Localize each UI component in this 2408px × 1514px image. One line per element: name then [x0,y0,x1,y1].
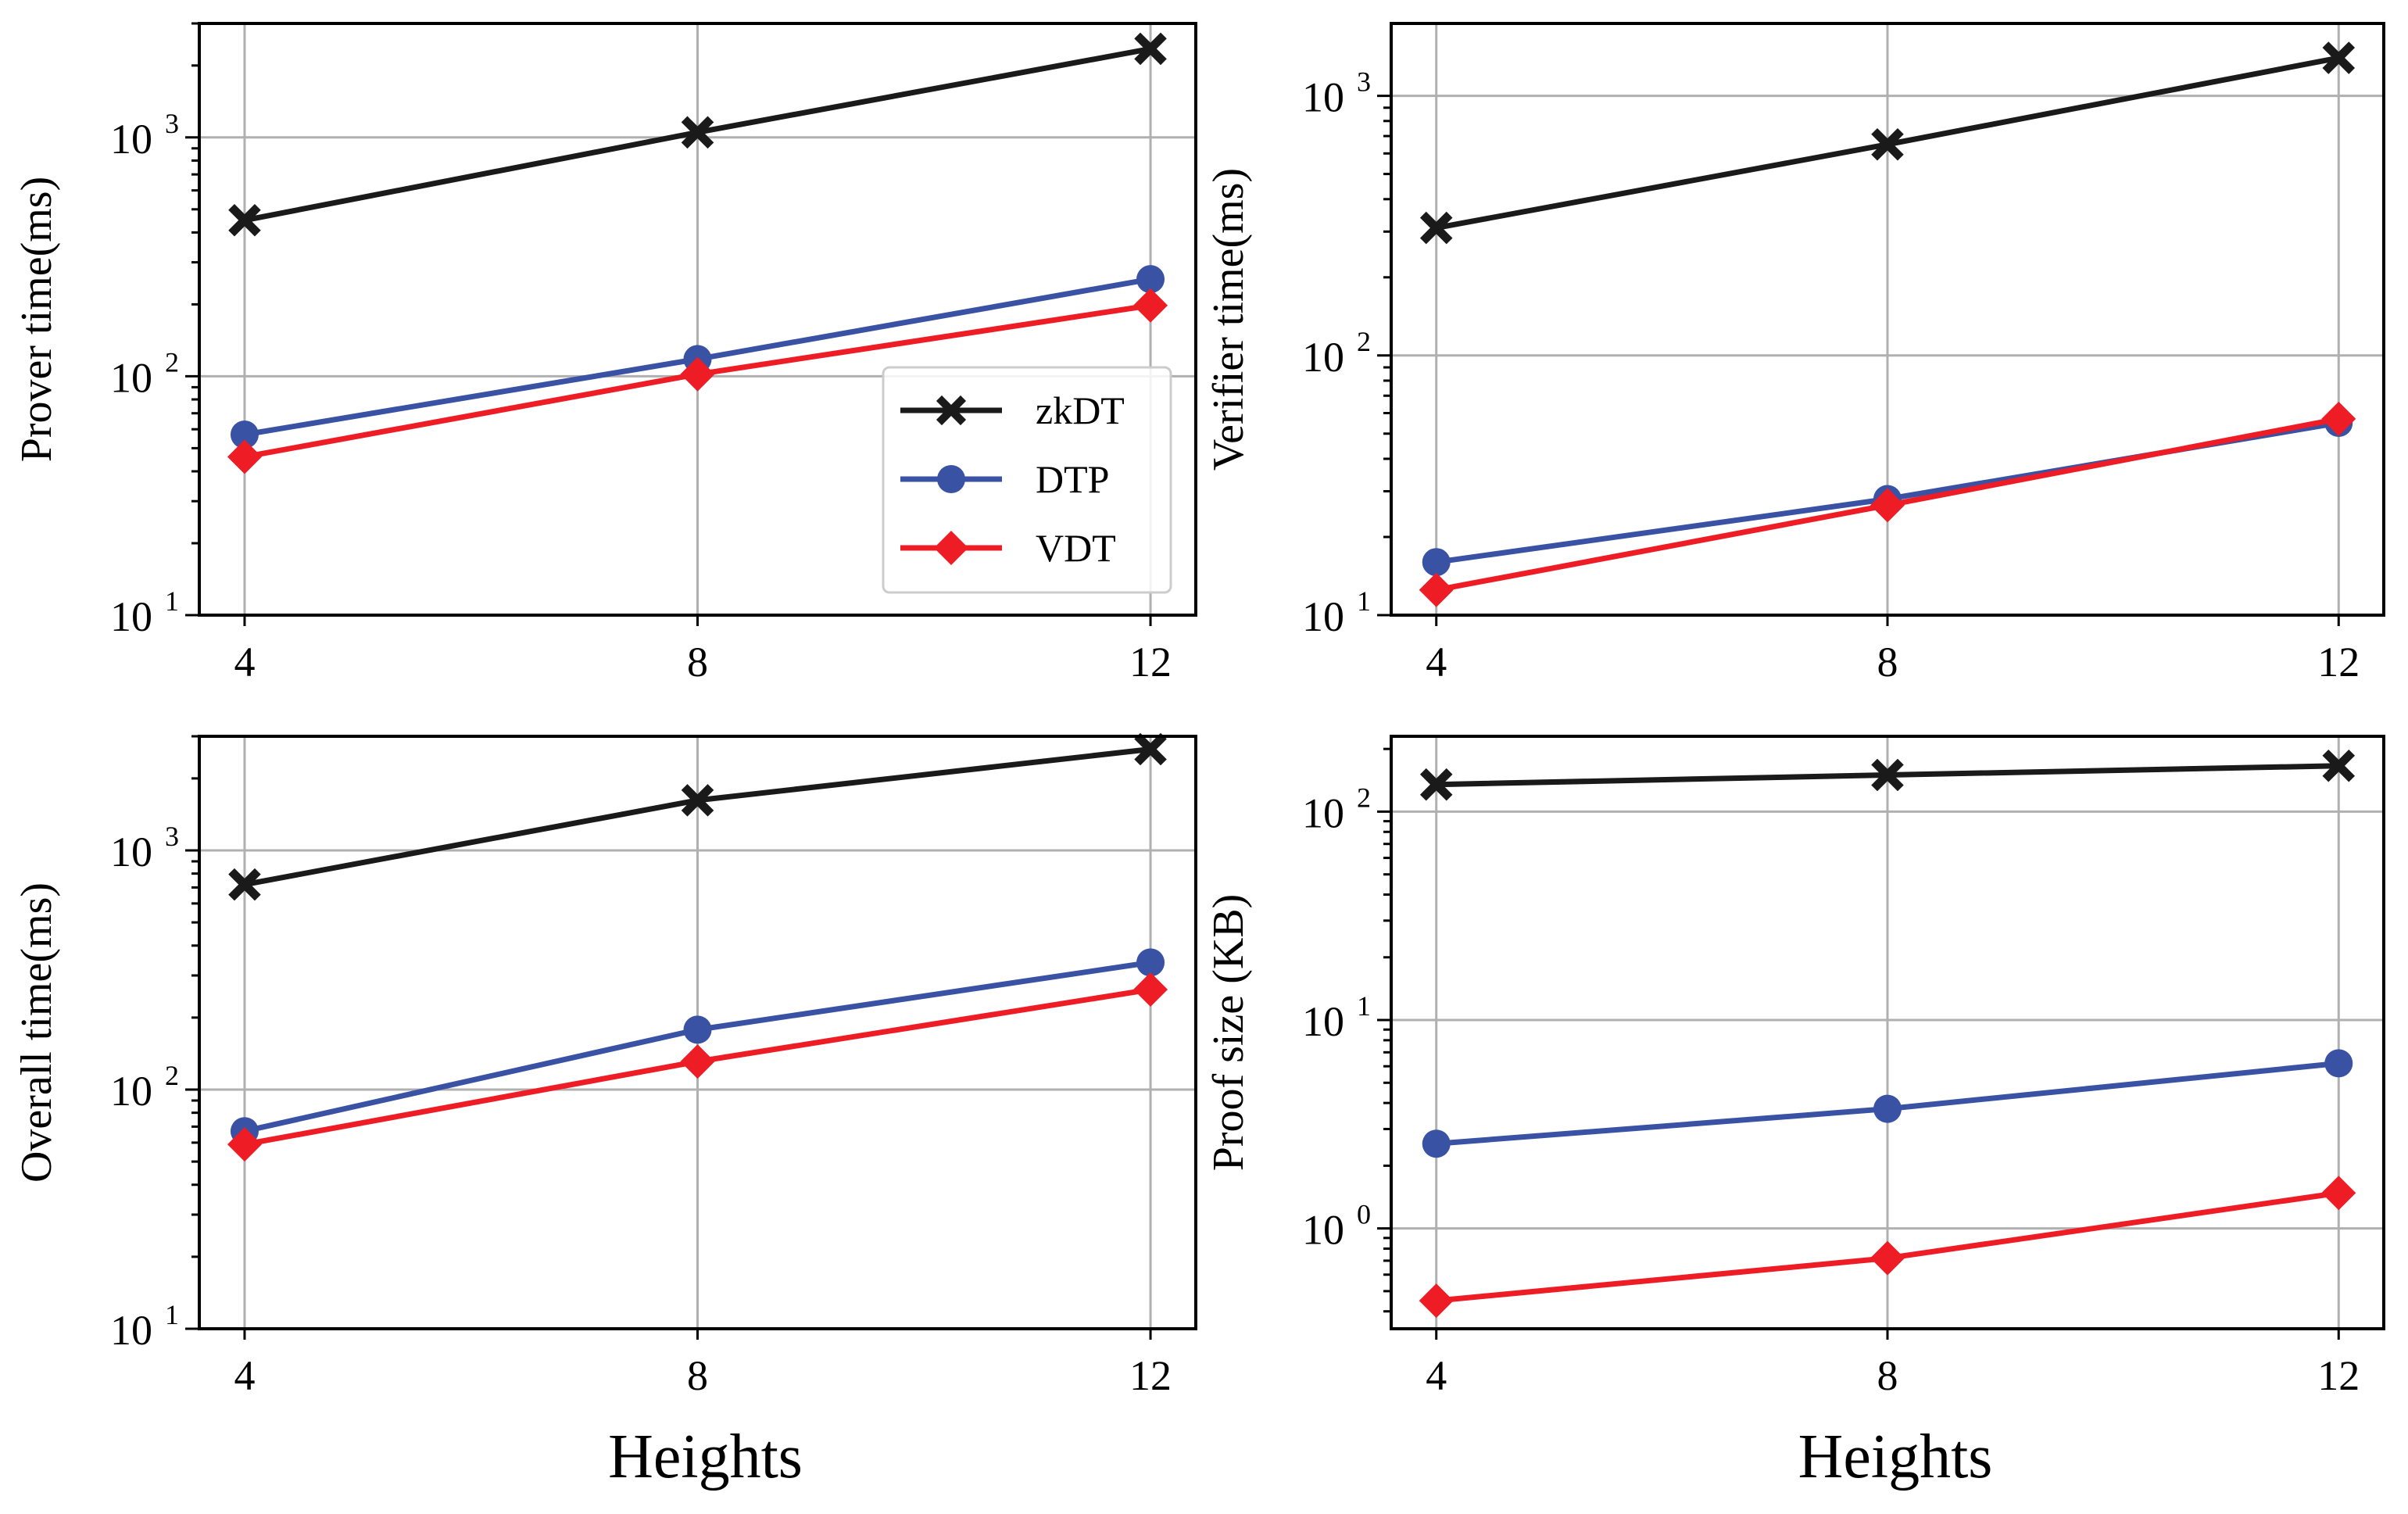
point-DTP [230,421,259,449]
y-tick-exp: 2 [165,346,179,378]
x-tick-label: 12 [1129,639,1172,685]
point-zkDT [1871,758,1904,792]
y-tick-label: 10 3 [110,821,179,875]
point-VDT [2321,401,2356,436]
point-zkDT [1419,211,1453,245]
point-VDT [1419,572,1454,607]
y-tick-exp: 3 [165,821,179,852]
point-zkDT [228,204,261,237]
point-DTP [1136,948,1165,977]
point-zkDT [681,784,714,817]
point-zkDT [1134,32,1167,66]
y-tick-base: 10 [110,1068,152,1115]
y-tick-base: 10 [110,116,152,163]
point-VDT [2321,1176,2356,1211]
y-tick-label: 10 1 [1302,585,1371,640]
x-axis-label: Heights [608,1423,803,1491]
y-tick-exp: 2 [1357,782,1371,813]
x-tick-label: 8 [687,639,708,685]
point-VDT [1870,1240,1905,1276]
y-tick-label: 10 3 [1302,66,1371,121]
x-tick-label: 12 [2317,639,2360,685]
point-DTP [1136,265,1165,294]
legend-marker-VDT [934,531,968,565]
point-zkDT [2322,749,2356,782]
x-tick-label: 4 [234,1352,255,1399]
point-VDT [227,1127,262,1162]
y-tick-base: 10 [1302,998,1344,1045]
y-tick-label: 10 2 [110,1060,179,1115]
y-tick-label: 10 1 [110,1299,179,1354]
point-VDT [1133,288,1168,323]
y-tick-label: 10 2 [1302,782,1371,836]
point-DTP [1873,1094,1902,1123]
y-tick-exp: 3 [1357,66,1371,98]
y-tick-base: 10 [1302,1207,1344,1254]
y-tick-base: 10 [1302,789,1344,836]
y-tick-exp: 0 [1357,1199,1371,1230]
x-tick-label: 4 [1426,639,1447,685]
y-tick-base: 10 [1302,334,1344,381]
y-tick-base: 10 [110,1307,152,1354]
legend: zkDT DTP VDT [882,366,1172,594]
panel-verifier: 4 8 12 10 1 10 2 10 3 Verifier time(ms) [1204,22,2385,685]
y-tick-base: 10 [110,829,152,875]
y-tick-base: 10 [1302,593,1344,640]
y-axis-label: Overall time(ms) [13,882,61,1183]
y-tick-label: 10 2 [1302,326,1371,381]
y-tick-exp: 3 [165,108,179,139]
x-axis-label: Heights [1798,1423,1993,1491]
point-zkDT [1134,732,1167,766]
y-tick-exp: 1 [1357,585,1371,617]
point-DTP [1422,1129,1451,1158]
y-tick-exp: 2 [1357,326,1371,357]
point-DTP [2324,1049,2353,1078]
x-tick-label: 4 [1426,1352,1447,1399]
point-VDT [227,439,262,474]
point-VDT [680,356,715,392]
y-tick-exp: 2 [165,1060,179,1091]
legend-label-DTP: DTP [1036,457,1109,501]
y-tick-label: 10 0 [1302,1199,1371,1254]
x-tick-label: 8 [1877,1352,1898,1399]
y-tick-base: 10 [110,354,152,401]
legend-label-zkDT: zkDT [1036,388,1125,432]
point-zkDT [681,116,714,149]
point-DTP [683,1015,712,1044]
point-DTP [1422,548,1451,577]
y-axis-label: Prover time(ms) [13,177,61,462]
point-zkDT [1871,127,1904,161]
point-VDT [1870,488,1905,523]
y-tick-label: 10 3 [110,108,179,163]
point-zkDT [2322,41,2356,74]
y-tick-exp: 1 [165,585,179,617]
panel-proofsize: 4 8 12 10 0 10 1 10 2 Proof size (KB) Heights [1204,735,2385,1491]
point-zkDT [1419,768,1453,801]
y-axis-label: Proof size (KB) [1204,894,1253,1172]
y-tick-exp: 1 [1357,990,1371,1022]
y-tick-exp: 1 [165,1299,179,1330]
legend-marker-DTP [937,465,965,493]
point-VDT [1133,972,1168,1007]
legend-label-VDT: VDT [1036,526,1116,570]
x-tick-label: 4 [234,639,255,685]
panel-overall: 4 8 12 10 1 10 2 10 3 Overall time(ms) Heights [13,732,1197,1491]
point-VDT [680,1044,715,1079]
y-tick-label: 10 1 [110,585,179,640]
y-tick-base: 10 [1302,74,1344,121]
y-tick-label: 10 2 [110,346,179,401]
x-tick-label: 8 [687,1352,708,1399]
x-tick-label: 12 [2317,1352,2360,1399]
y-tick-base: 10 [110,593,152,640]
x-tick-label: 12 [1129,1352,1172,1399]
y-axis-label: Verifier time(ms) [1204,168,1253,471]
legend-marker-zkDT [936,395,967,426]
point-VDT [1419,1283,1454,1319]
panel-prover: 4 8 12 10 1 10 2 10 3 Prover time(ms) zkDT DTP VDT [13,22,1197,685]
y-tick-label: 10 1 [1302,990,1371,1045]
x-tick-label: 8 [1877,639,1898,685]
point-zkDT [228,868,261,901]
